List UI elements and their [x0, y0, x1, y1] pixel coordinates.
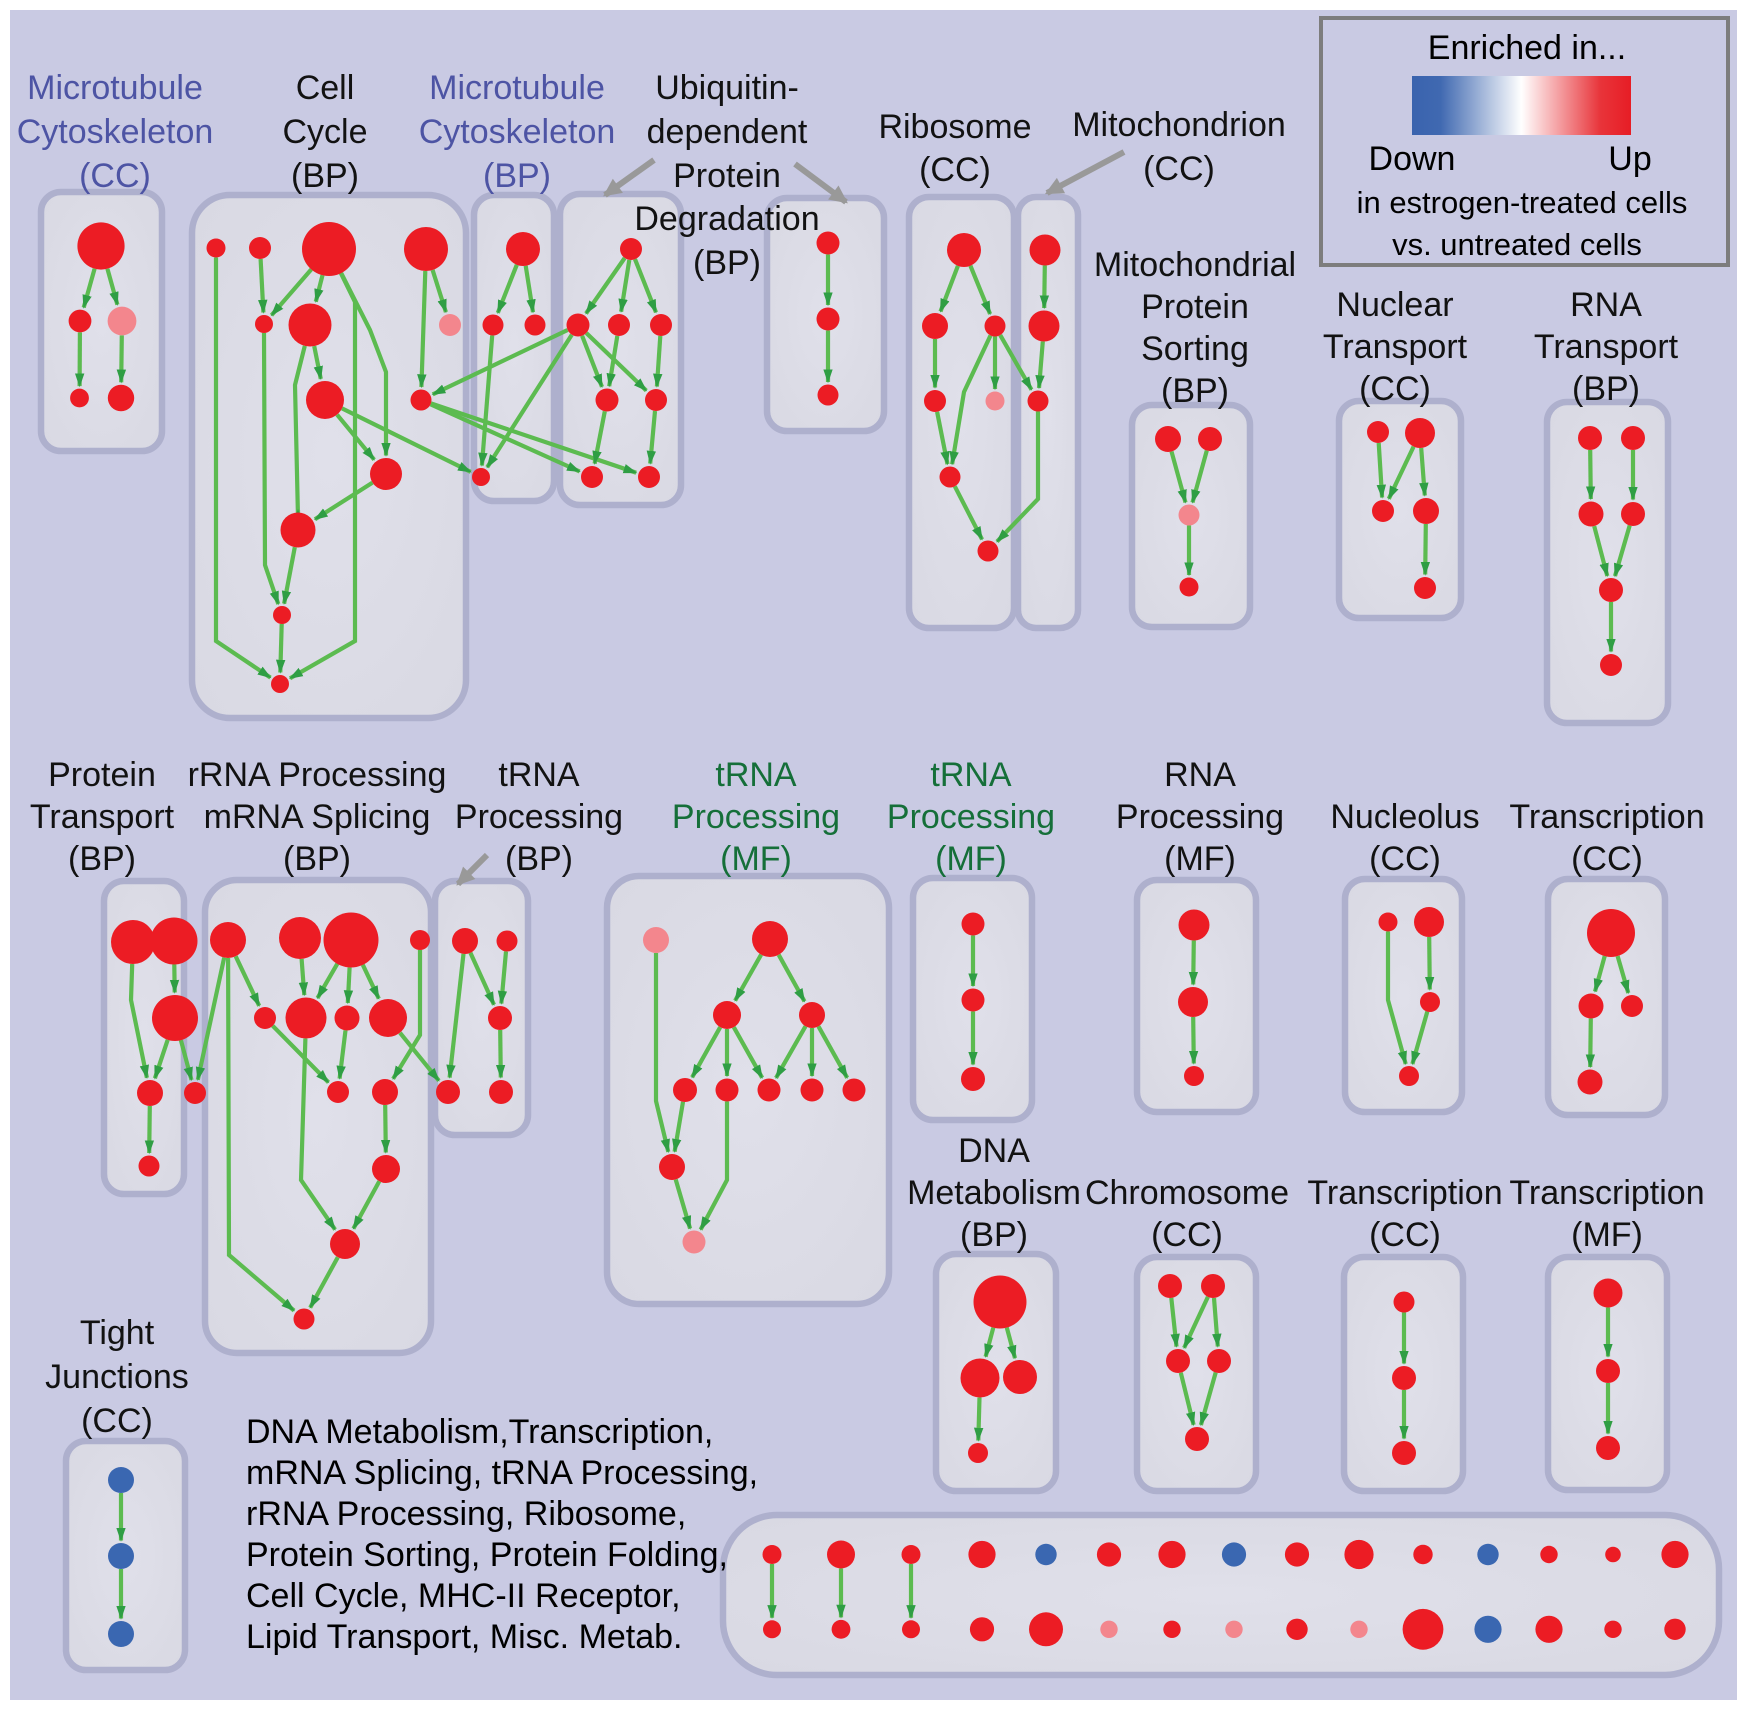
svg-text:rRNA Processing, Ribosome,: rRNA Processing, Ribosome,: [246, 1495, 686, 1533]
svg-text:(CC): (CC): [1359, 370, 1431, 408]
svg-text:in estrogen-treated cells: in estrogen-treated cells: [1357, 185, 1688, 220]
svg-text:(BP): (BP): [1161, 372, 1229, 410]
svg-text:vs. untreated cells: vs. untreated cells: [1392, 227, 1642, 262]
svg-text:Transport: Transport: [1323, 328, 1468, 366]
svg-text:Transcription: Transcription: [1509, 1174, 1704, 1212]
svg-text:rRNA Processing: rRNA Processing: [188, 756, 447, 794]
svg-text:(MF): (MF): [935, 840, 1007, 878]
svg-text:Transport: Transport: [30, 798, 175, 836]
svg-text:tRNA: tRNA: [930, 756, 1012, 794]
svg-text:Degradation: Degradation: [634, 200, 819, 238]
svg-text:Transcription: Transcription: [1307, 1174, 1502, 1212]
svg-text:Processing: Processing: [672, 798, 840, 836]
svg-text:Lipid Transport, Misc. Metab.: Lipid Transport, Misc. Metab.: [246, 1618, 683, 1656]
svg-text:Nucleolus: Nucleolus: [1330, 798, 1479, 836]
svg-text:Chromosome: Chromosome: [1085, 1174, 1289, 1212]
svg-text:Protein: Protein: [1141, 288, 1249, 326]
svg-text:Cell Cycle, MHC-II Receptor,: Cell Cycle, MHC-II Receptor,: [246, 1577, 681, 1615]
svg-text:Cytoskeleton: Cytoskeleton: [419, 113, 616, 151]
svg-text:mRNA Splicing, tRNA Processing: mRNA Splicing, tRNA Processing,: [246, 1454, 758, 1492]
svg-text:Processing: Processing: [887, 798, 1055, 836]
svg-text:Tight: Tight: [80, 1314, 155, 1352]
svg-text:RNA: RNA: [1570, 286, 1642, 324]
svg-text:Processing: Processing: [1116, 798, 1284, 836]
svg-text:(CC): (CC): [1571, 840, 1643, 878]
svg-text:DNA Metabolism,Transcription,: DNA Metabolism,Transcription,: [246, 1413, 713, 1451]
svg-text:Microtubule: Microtubule: [27, 69, 203, 107]
svg-text:Protein: Protein: [673, 157, 781, 195]
svg-text:Mitochondrial: Mitochondrial: [1094, 246, 1296, 284]
svg-text:Protein: Protein: [48, 756, 156, 794]
svg-text:Ubiquitin-: Ubiquitin-: [655, 69, 799, 107]
svg-text:Up: Up: [1608, 140, 1651, 178]
svg-text:Sorting: Sorting: [1141, 330, 1249, 368]
svg-text:Ribosome: Ribosome: [878, 108, 1031, 146]
svg-text:Transcription: Transcription: [1509, 798, 1704, 836]
svg-text:(CC): (CC): [919, 151, 991, 189]
svg-text:(MF): (MF): [1571, 1216, 1643, 1254]
svg-text:(BP): (BP): [693, 244, 761, 282]
svg-text:Junctions: Junctions: [45, 1358, 189, 1396]
svg-text:(CC): (CC): [1151, 1216, 1223, 1254]
svg-text:(BP): (BP): [505, 840, 573, 878]
svg-text:Mitochondrion: Mitochondrion: [1072, 106, 1286, 144]
svg-text:(MF): (MF): [1164, 840, 1236, 878]
svg-text:Cycle: Cycle: [282, 113, 367, 151]
svg-text:(BP): (BP): [283, 840, 351, 878]
svg-text:Cell: Cell: [296, 69, 355, 107]
svg-text:(CC): (CC): [1369, 1216, 1441, 1254]
svg-text:(BP): (BP): [68, 840, 136, 878]
svg-text:(BP): (BP): [291, 157, 359, 195]
svg-text:tRNA: tRNA: [715, 756, 797, 794]
svg-text:Processing: Processing: [455, 798, 623, 836]
svg-text:Nuclear: Nuclear: [1336, 286, 1453, 324]
svg-text:(CC): (CC): [1369, 840, 1441, 878]
svg-text:Protein Sorting, Protein Foldi: Protein Sorting, Protein Folding,: [246, 1536, 728, 1574]
svg-text:(CC): (CC): [81, 1402, 153, 1440]
svg-text:Metabolism: Metabolism: [907, 1174, 1081, 1212]
svg-text:(BP): (BP): [1572, 370, 1640, 408]
svg-text:(CC): (CC): [79, 157, 151, 195]
svg-text:Transport: Transport: [1534, 328, 1679, 366]
svg-text:(MF): (MF): [720, 840, 792, 878]
svg-text:mRNA Splicing: mRNA Splicing: [204, 798, 431, 836]
svg-text:Down: Down: [1369, 140, 1456, 178]
svg-text:DNA: DNA: [958, 1132, 1030, 1170]
svg-text:tRNA: tRNA: [498, 756, 580, 794]
svg-text:Cytoskeleton: Cytoskeleton: [17, 113, 214, 151]
svg-text:RNA: RNA: [1164, 756, 1236, 794]
svg-text:dependent: dependent: [647, 113, 808, 151]
svg-text:Microtubule: Microtubule: [429, 69, 605, 107]
svg-text:Enriched in...: Enriched in...: [1428, 29, 1626, 67]
svg-text:(BP): (BP): [483, 157, 551, 195]
svg-text:(BP): (BP): [960, 1216, 1028, 1254]
svg-text:(CC): (CC): [1143, 150, 1215, 188]
